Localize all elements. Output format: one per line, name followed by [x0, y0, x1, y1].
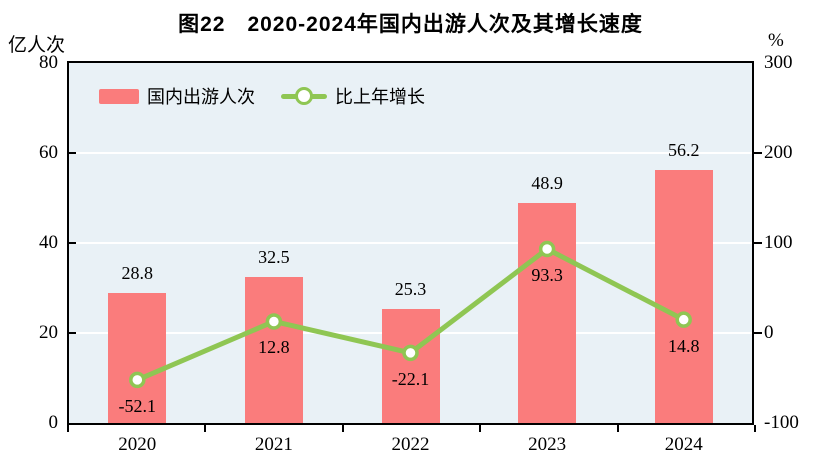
x-axis-label: 2024: [664, 434, 703, 455]
growth-value-label: -52.1: [118, 395, 157, 416]
left-axis-tick-label: 60: [39, 142, 58, 163]
bar: [244, 276, 303, 423]
growth-value-label: 12.8: [258, 337, 290, 358]
growth-point-marker: [675, 311, 692, 328]
bar: [518, 202, 577, 423]
legend-line-swatch: [281, 87, 327, 105]
growth-point-marker: [538, 240, 556, 258]
gridline: [69, 152, 752, 154]
left-axis-tick-label: 20: [39, 322, 58, 343]
bar-value-label: 32.5: [258, 246, 290, 267]
chart-title: 图22 2020-2024年国内出游人次及其增长速度: [178, 13, 643, 36]
growth-value-label: -22.1: [391, 368, 430, 389]
right-axis-tick: [754, 332, 762, 334]
right-axis-tick-label: 0: [764, 322, 774, 343]
bar-value-label: 56.2: [667, 140, 700, 161]
x-axis-tick: [616, 425, 619, 432]
left-axis-tick-label: 0: [48, 412, 59, 433]
bar-value-label: 25.3: [394, 279, 427, 300]
x-axis-label: 2022: [391, 434, 430, 455]
right-axis-unit: %: [768, 30, 784, 51]
bar-value-label: 48.9: [531, 172, 563, 193]
x-axis-tick: [204, 425, 207, 432]
legend: 国内出游人次 比上年增长: [99, 83, 425, 109]
growth-point-marker: [402, 344, 419, 362]
x-axis-label: 2023: [528, 434, 567, 455]
bar: [108, 293, 167, 423]
x-axis-label: 2020: [118, 434, 157, 455]
bar: [381, 309, 440, 423]
right-axis-tick: [754, 242, 762, 244]
left-axis-tick-label: 40: [39, 232, 58, 253]
left-axis-tick: [69, 332, 76, 334]
legend-bar-label: 国内出游人次: [147, 87, 255, 107]
left-axis-tick: [69, 242, 76, 244]
x-axis-tick: [341, 425, 344, 432]
right-axis-tick-label: 200: [764, 142, 793, 163]
growth-line-layer: [129, 240, 692, 389]
left-axis-tick-label: 80: [39, 52, 58, 73]
legend-bar-swatch: [99, 88, 139, 104]
legend-line-marker-icon: [295, 87, 313, 105]
growth-value-label: 93.3: [531, 265, 563, 286]
plot-area: 国内出游人次 比上年增长 28.8 32.5 25.3 48.9 56.2 -52.1 12…: [67, 61, 754, 425]
right-axis-tick-label: 300: [764, 52, 793, 73]
x-axis-label: 2021: [254, 434, 293, 455]
left-axis-tick: [69, 152, 76, 154]
x-axis-tick: [67, 425, 69, 432]
bar-value-label: 28.8: [121, 263, 154, 284]
growth-value-label: 14.8: [667, 335, 700, 356]
bar: [654, 170, 713, 423]
right-axis-tick: [754, 152, 762, 154]
gridline: [69, 242, 752, 244]
growth-point-marker: [265, 313, 283, 330]
x-axis-tick: [479, 425, 482, 432]
legend-line-label: 比上年增长: [335, 87, 425, 107]
right-axis-tick-label: -100: [764, 412, 799, 433]
x-axis-tick: [754, 425, 756, 432]
left-axis-unit: 亿人次: [8, 35, 66, 56]
growth-point-marker: [129, 371, 146, 389]
right-axis-tick-label: 100: [764, 232, 793, 253]
